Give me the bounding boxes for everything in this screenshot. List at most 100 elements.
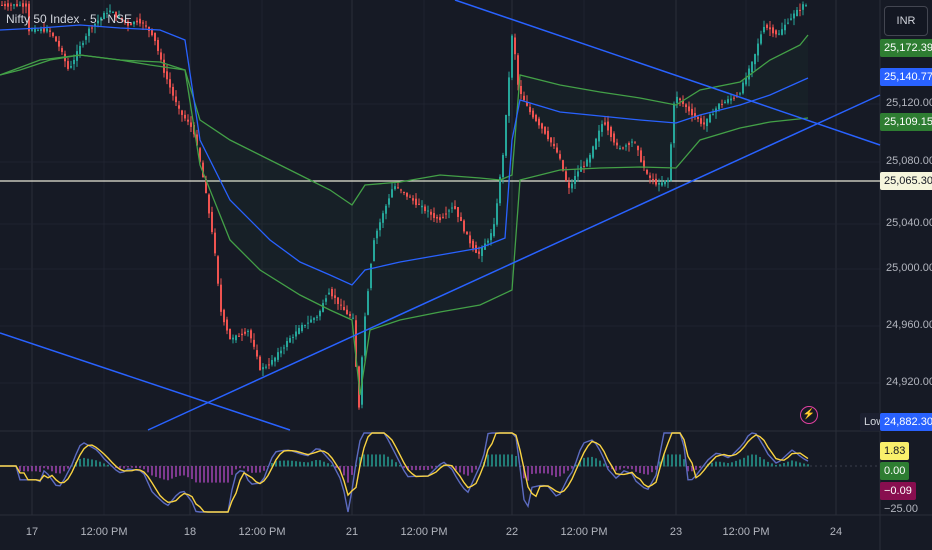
candle-body <box>802 4 804 10</box>
candle-body <box>565 171 567 181</box>
candle-body <box>697 116 699 120</box>
oscillator-histogram-bar <box>99 461 101 467</box>
candle-body <box>52 32 54 37</box>
alert-flash-icon[interactable]: ⚡ <box>800 406 818 424</box>
oscillator-histogram-bar <box>759 457 761 467</box>
candle-body <box>397 187 399 189</box>
candle-body <box>739 93 741 95</box>
candle-body <box>400 189 402 191</box>
oscillator-histogram-bar <box>335 466 337 469</box>
candle-body <box>334 295 336 298</box>
oscillator-histogram-bar <box>19 466 21 472</box>
candle-body <box>655 178 657 185</box>
oscillator-histogram-bar <box>571 466 573 469</box>
candle-body <box>511 35 513 78</box>
oscillator-histogram-bar <box>587 457 589 467</box>
oscillator-histogram-bar <box>783 462 785 467</box>
candle-body <box>352 317 354 319</box>
candle-body <box>127 21 129 26</box>
candle-body <box>559 154 561 159</box>
candle-body <box>253 339 255 347</box>
candle-body <box>664 180 666 185</box>
oscillator-histogram-bar <box>539 466 541 474</box>
oscillator-histogram-bar <box>339 466 341 471</box>
candle-body <box>13 4 15 6</box>
candle-body <box>100 17 102 21</box>
candle-body <box>634 142 636 144</box>
candle-body <box>25 3 27 7</box>
candle-body <box>409 196 411 198</box>
candle-body <box>223 309 225 323</box>
oscillator-histogram-bar <box>175 466 177 477</box>
candle-body <box>727 99 729 103</box>
oscillator-tag: −0.09 <box>880 482 916 500</box>
candle-body <box>733 97 735 99</box>
candle-body <box>118 16 120 18</box>
oscillator-histogram-bar <box>779 464 781 467</box>
candle-body <box>343 306 345 311</box>
price-tick: 24,960.00 <box>886 319 932 331</box>
candle-body <box>16 3 18 7</box>
candle-body <box>226 319 228 331</box>
oscillator-histogram-bar <box>627 466 629 469</box>
candle-body <box>574 175 576 185</box>
candle-body <box>349 314 351 316</box>
candle-body <box>751 61 753 73</box>
candle-body <box>622 147 624 149</box>
candle-body <box>493 224 495 237</box>
candle-body <box>211 211 213 233</box>
band-area <box>0 35 808 395</box>
oscillator-histogram-bar <box>791 460 793 467</box>
oscillator-histogram-bar <box>663 454 665 467</box>
candle-body <box>130 23 132 26</box>
oscillator-histogram-bar <box>715 461 717 467</box>
oscillator-histogram-bar <box>159 466 161 479</box>
candle-body <box>436 216 438 219</box>
trendlines <box>0 0 881 431</box>
candle-body <box>394 186 396 190</box>
oscillator-histogram-bar <box>303 462 305 467</box>
oscillator-histogram-bar <box>23 466 25 472</box>
candle-body <box>391 189 393 198</box>
candle-body <box>385 205 387 214</box>
candle-body <box>289 338 291 343</box>
oscillator-histogram-bar <box>579 460 581 467</box>
oscillator-histogram-bar <box>179 466 181 476</box>
candle-body <box>778 33 780 35</box>
candle-body <box>454 206 456 209</box>
oscillator-histogram-bar <box>79 458 81 467</box>
oscillator-histogram-bar <box>211 466 213 483</box>
oscillator-histogram-bar <box>575 464 577 467</box>
candle-body <box>82 42 84 46</box>
candle-body <box>202 162 204 178</box>
candle-body <box>478 251 480 254</box>
price-tag: 25,140.77 <box>880 68 932 86</box>
oscillator-histogram-bar <box>163 466 165 480</box>
candle-body <box>325 298 327 302</box>
candle-body <box>487 240 489 243</box>
candle-body <box>70 66 72 68</box>
candle-body <box>73 59 75 65</box>
candle-body <box>322 303 324 312</box>
candle-body <box>235 335 237 341</box>
candle-body <box>208 194 210 214</box>
oscillator-histogram-bar <box>31 466 33 472</box>
oscillator-histogram-bar <box>463 466 465 475</box>
candle-body <box>88 28 90 36</box>
candle-body <box>304 325 306 327</box>
candle-body <box>430 211 432 215</box>
candle-body <box>178 105 180 109</box>
oscillator-histogram-bar <box>535 466 537 474</box>
price-tick: 25,120.00 <box>886 97 932 109</box>
candle-body <box>301 324 303 332</box>
oscillator-histogram-bar <box>371 454 373 467</box>
oscillator-histogram-bar <box>655 466 657 470</box>
currency-button[interactable]: INR <box>884 6 928 36</box>
oscillator-histogram-bar <box>755 454 757 467</box>
oscillator-yellow-line <box>0 432 809 513</box>
candle-body <box>550 137 552 143</box>
candle-body <box>34 28 36 32</box>
candle-body <box>103 12 105 20</box>
oscillator-histogram-bar <box>63 466 65 472</box>
